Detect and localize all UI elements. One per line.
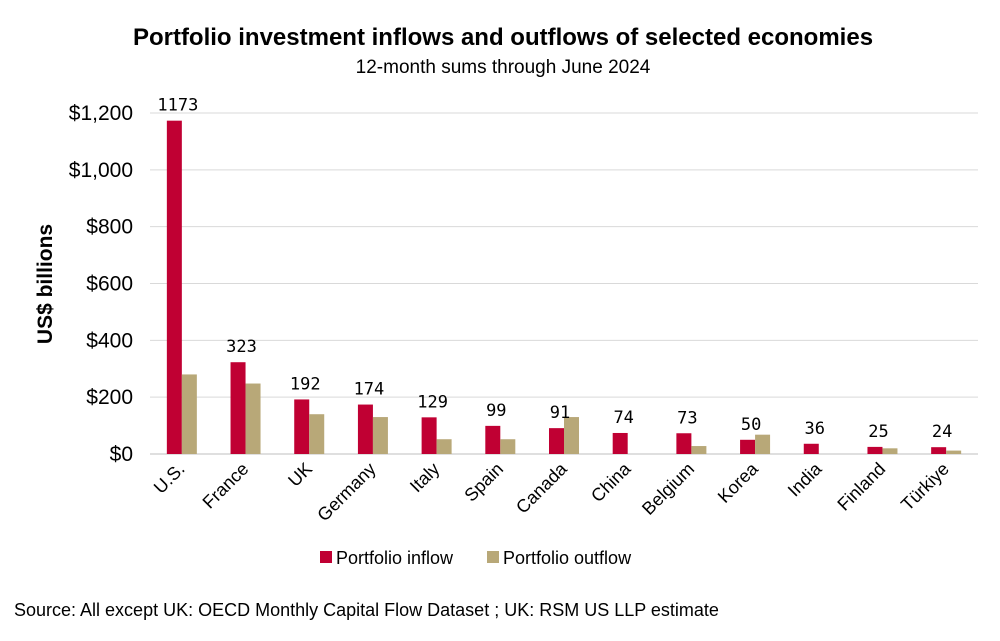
bar-outflow <box>946 450 962 454</box>
x-tick-label: Türkiye <box>897 459 953 515</box>
data-label-inflow: 323 <box>226 337 257 357</box>
y-tick-label: $0 <box>110 443 133 466</box>
bar-inflow <box>230 362 246 454</box>
data-label-inflow: 24 <box>932 422 952 442</box>
data-label-inflow: 1173 <box>157 96 198 116</box>
x-tick-label: China <box>587 458 635 506</box>
x-tick-label: Finland <box>833 459 889 515</box>
x-tick-label: UK <box>284 459 316 491</box>
bar-inflow <box>931 447 947 454</box>
bar-outflow <box>500 439 516 454</box>
gridlines <box>150 112 978 455</box>
data-label-inflow: 25 <box>868 422 888 442</box>
data-labels: 1173 323 192 174 129 99 91 74 73 50 36 25 24 <box>157 96 952 443</box>
chart-subtitle: 12-month sums through June 2024 <box>356 57 651 78</box>
data-label-inflow: 36 <box>805 419 825 439</box>
x-tick-label: U.S. <box>150 459 189 498</box>
bar-inflow <box>803 443 819 454</box>
bar-outflow <box>436 439 452 454</box>
bar-inflow <box>740 439 756 454</box>
legend-label: Portfolio inflow <box>336 548 454 568</box>
data-label-inflow: 50 <box>741 415 761 435</box>
bar-inflow <box>867 446 883 454</box>
y-tick-label: $1,200 <box>69 102 133 125</box>
bar-inflow <box>294 399 310 454</box>
bar-outflow <box>882 448 898 454</box>
y-tick-label: $200 <box>86 386 133 409</box>
x-tick-label: Spain <box>460 459 507 506</box>
y-axis-ticks: $0 $200 $400 $600 $800 $1,000 $1,200 <box>69 102 133 466</box>
y-tick-label: $600 <box>86 273 133 296</box>
bar-inflow <box>421 417 437 454</box>
bar-outflow <box>564 417 579 454</box>
data-label-inflow: 74 <box>613 408 633 428</box>
x-tick-label: Korea <box>714 458 763 507</box>
bar-outflow <box>372 417 388 454</box>
data-label-inflow: 192 <box>290 374 321 394</box>
bar-outflow <box>245 383 261 454</box>
data-label-inflow: 91 <box>550 403 570 423</box>
x-tick-label: France <box>199 459 253 513</box>
bar-inflow <box>549 428 564 454</box>
chart-title: Portfolio investment inflows and outflow… <box>133 24 873 51</box>
legend-label: Portfolio outflow <box>503 548 632 568</box>
bar-outflow <box>755 434 771 454</box>
x-tick-label: India <box>784 458 826 500</box>
bars <box>166 120 962 455</box>
y-tick-label: $800 <box>86 216 133 239</box>
y-axis-label: US$ billions <box>34 224 57 344</box>
data-label-inflow: 174 <box>354 380 385 400</box>
y-tick-label: $400 <box>86 329 133 352</box>
bar-outflow <box>309 414 325 454</box>
x-tick-label: Germany <box>313 459 379 525</box>
legend-swatch <box>487 551 499 563</box>
source-note: Source: All except UK: OECD Monthly Capi… <box>14 600 719 620</box>
x-tick-label: Belgium <box>638 459 698 519</box>
legend-swatch <box>320 551 332 563</box>
x-tick-label: Italy <box>406 459 443 496</box>
bar-outflow <box>691 446 707 454</box>
x-tick-label: Canada <box>512 458 571 517</box>
data-label-inflow: 73 <box>677 408 697 428</box>
data-label-inflow: 99 <box>486 401 506 421</box>
bar-inflow <box>166 120 182 455</box>
legend: Portfolio inflow Portfolio outflow <box>320 548 632 568</box>
bar-outflow <box>181 374 197 454</box>
bar-inflow <box>485 425 501 454</box>
bar-inflow <box>612 432 628 454</box>
data-label-inflow: 129 <box>417 392 448 412</box>
bar-inflow <box>357 404 373 454</box>
bar-inflow <box>676 433 692 454</box>
y-tick-label: $1,000 <box>69 159 133 182</box>
